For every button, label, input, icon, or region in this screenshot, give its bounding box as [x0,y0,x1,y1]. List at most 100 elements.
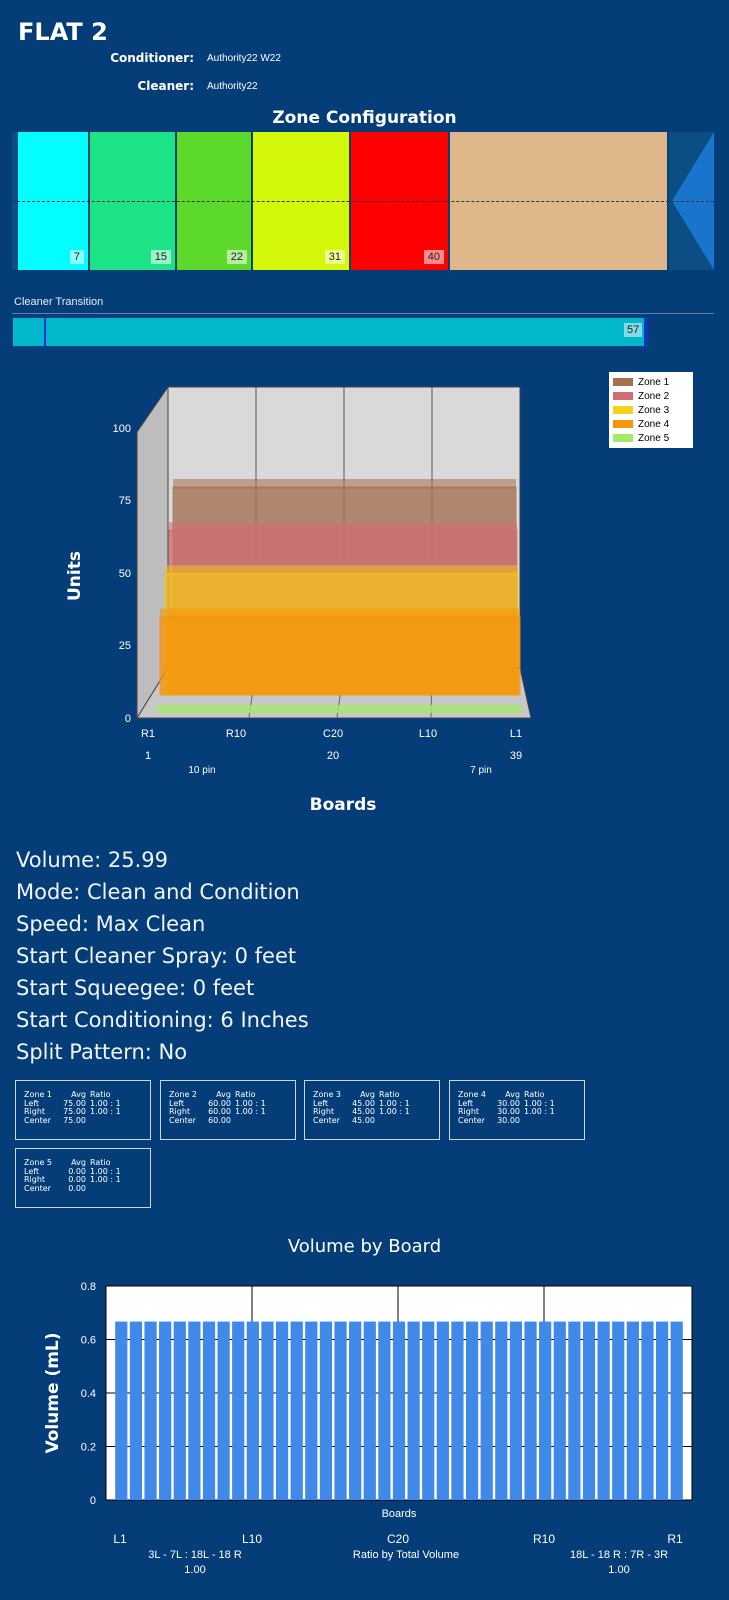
x-tick-label: L1 [113,1532,127,1546]
zone-slab-top [169,522,517,533]
zone-table-cell: 30.00 [497,1098,520,1108]
legend-swatch [613,378,633,386]
zone-table-cell: Center [313,1115,340,1125]
zone-table-cell: 60.00 [208,1115,231,1125]
zone-table-cell: Ratio [235,1090,256,1099]
zone-table-cell: Zone 1 [24,1090,52,1099]
x-board-number: 1 [145,750,151,762]
zone-table-cell: Center [458,1115,485,1125]
legend-swatch [613,392,633,400]
volume-bar [612,1321,625,1500]
x-tick-label: L10 [419,728,437,740]
zone-table-cell: 30.00 [497,1115,520,1125]
x-axis-label: Boards [382,1508,417,1520]
zone-table-cell: Avg [216,1090,231,1099]
volume-bar [407,1321,420,1500]
y-tick-label: 50 [119,568,131,580]
zone-table-cell: 0.00 [68,1183,86,1193]
lane-center-line [12,201,714,202]
zone-table-cell: Zone 3 [313,1090,341,1099]
zone-table-cell: 0.00 [68,1175,86,1184]
zone-table-center-row: Center 75.00 [24,1116,142,1126]
zone-table-cell: Left [169,1098,185,1108]
zone-table-cell: Zone 5 [24,1158,52,1167]
zone-table-cell: 30.00 [497,1107,520,1116]
zone-table-cell: 60.00 [208,1107,231,1116]
zone-table-cell: 1.00 : 1 [524,1098,555,1108]
volume-bar [539,1321,552,1500]
cleaner-value: Authority22 [207,81,258,92]
volume-bar [232,1321,245,1500]
legend-label: Zone 3 [638,404,670,416]
cleaner-label: Cleaner: [137,79,194,93]
zone-table-cell [231,1117,277,1126]
y-tick-label: 0 [90,1495,96,1507]
volume-bar [144,1321,157,1500]
x-tick-label: R10 [226,728,246,740]
volume-bar [641,1321,654,1500]
zone-table-cell: Right [24,1175,46,1184]
zone-table-right-row: Right 0.00 1.00 : 1 [24,1175,142,1185]
zone-table-header-row: Zone 4 Avg Ratio [458,1090,576,1100]
zone-table-cell: Right [169,1107,191,1116]
conditioning-stat: Start Conditioning: 6 Inches [16,1008,309,1032]
zone-table-cell: Zone 4 [458,1090,486,1099]
x-board-number: 20 [327,750,339,762]
zone-table-cell: 1.00 : 1 [379,1107,410,1116]
zone-table-right-row: Right 60.00 1.00 : 1 [169,1107,287,1117]
zone-table-cell: 60.00 [208,1098,231,1108]
zone-table-cell: 1.00 : 1 [379,1098,410,1108]
legend-item-zone-1: Zone 1 [613,375,689,389]
zone-table-cell: Avg [505,1090,520,1099]
cleaner-transition-end-handle[interactable] [644,317,647,347]
cleaner-transition-bar[interactable] [12,317,648,347]
zone-table-cell [86,1185,132,1194]
zone-table-cell: Avg [360,1090,375,1099]
zone-table-cell: 1.00 : 1 [235,1107,266,1116]
y-axis-label: Units [65,551,85,601]
zone-table-cell: 1.00 : 1 [524,1107,555,1116]
zone-value-2: 15 [150,250,171,264]
ratio-left-label: 3L - 7L : 18L - 18 R [148,1549,242,1561]
legend-item-zone-2: Zone 2 [613,389,689,403]
volume-bar [261,1321,274,1500]
zone-table-cell: 1.00 : 1 [90,1166,121,1176]
x-tick-label: L10 [242,1532,262,1546]
pin-label: 7 pin [470,765,492,776]
volume-bar [378,1321,391,1500]
x-tick-label: R1 [141,728,155,740]
ratio-center-label: Ratio by Total Volume [353,1549,459,1561]
zone-table-cell: Ratio [379,1090,400,1099]
zone-table-cell: Left [458,1098,474,1108]
volume-bar [246,1321,259,1500]
x-axis-label: Boards [310,795,377,815]
zone-table-cell: Left [24,1166,40,1176]
zone-table-center-row: Center 30.00 [458,1115,576,1126]
cleaner-transition-label: Cleaner Transition [14,296,104,308]
legend-swatch [613,434,633,442]
volume-bar [290,1321,303,1500]
volume-bar [392,1321,406,1500]
pin-label: 10 pin [188,765,215,776]
volume-stat: Volume: 25.99 [16,848,168,872]
volume-bar [115,1321,128,1500]
zone-table-cell: Zone 2 [169,1090,197,1099]
legend-label: Zone 1 [638,376,670,388]
volume-bar [422,1321,435,1500]
y-tick-label: 0.4 [81,1388,96,1400]
zone-table-cell: Center [169,1115,196,1125]
volume-bar [465,1321,479,1500]
cleaner-spray-stat: Start Cleaner Spray: 0 feet [16,944,297,968]
legend-item-zone-5: Zone 5 [613,431,689,445]
volume-bar [568,1321,581,1500]
zone-value-3: 22 [226,250,247,264]
cleaner-transition-start-handle[interactable] [44,317,46,347]
zone-table-header-row: Zone 5 Avg Ratio [24,1158,142,1168]
zone-table-right-row: Right 45.00 1.00 : 1 [313,1107,431,1117]
y-tick-label: 75 [119,495,131,507]
volume-bar [363,1321,376,1500]
zone-table-left-row: Left 0.00 1.00 : 1 [24,1166,142,1177]
volume-bar [349,1321,362,1500]
legend-label: Zone 5 [638,432,670,444]
y-tick-label: 0.8 [81,1281,96,1293]
